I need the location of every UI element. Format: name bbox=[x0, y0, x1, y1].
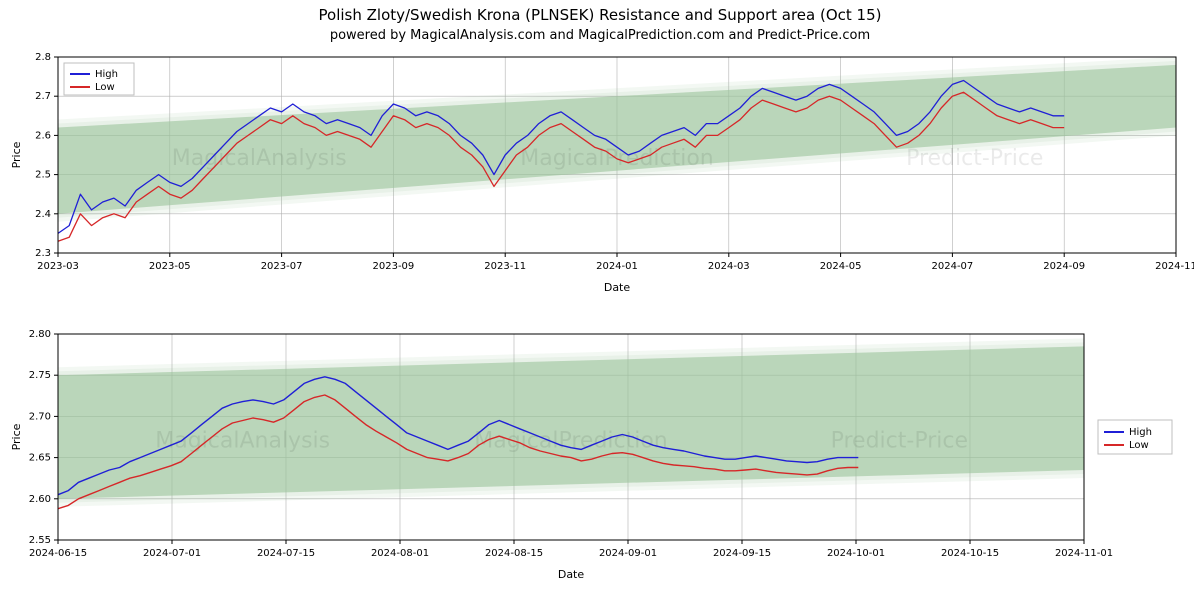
x-axis-label: Date bbox=[604, 281, 631, 294]
y-tick-label: 2.55 bbox=[29, 535, 51, 546]
x-tick-label: 2024-08-01 bbox=[371, 548, 429, 559]
x-tick-label: 2023-07 bbox=[261, 261, 303, 272]
y-tick-label: 2.80 bbox=[29, 329, 51, 340]
watermark-text: MagicalAnalysis bbox=[172, 146, 347, 171]
legend-label-high: High bbox=[1129, 427, 1152, 438]
legend-label-low: Low bbox=[1129, 440, 1149, 451]
y-tick-label: 2.70 bbox=[29, 411, 51, 422]
x-tick-label: 2024-07 bbox=[932, 261, 974, 272]
x-tick-label: 2024-06-15 bbox=[29, 548, 87, 559]
x-tick-label: 2023-05 bbox=[149, 261, 191, 272]
x-tick-label: 2024-03 bbox=[708, 261, 750, 272]
chart-subtitle: powered by MagicalAnalysis.com and Magic… bbox=[6, 28, 1194, 43]
x-tick-label: 2023-11 bbox=[484, 261, 526, 272]
y-axis-label: Price bbox=[10, 141, 23, 168]
x-tick-label: 2024-10-15 bbox=[941, 548, 999, 559]
top-chart-svg: 2.3 2.4 2.5 2.6 2.7 2.8 2023-03 2023-05 2023-07 2… bbox=[6, 49, 1194, 297]
x-tick-label: 2024-07-15 bbox=[257, 548, 315, 559]
watermark-text: MagicalPrediction bbox=[474, 428, 668, 453]
y-axis-label: Price bbox=[10, 423, 23, 450]
bottom-chart-panel: 2.55 2.60 2.65 2.70 2.75 2.80 2024-06-15 2024-0… bbox=[6, 326, 1194, 597]
watermark-text: Predict-Price bbox=[831, 428, 968, 453]
x-tick-label: 2024-11 bbox=[1155, 261, 1194, 272]
legend-label-low: Low bbox=[95, 82, 115, 93]
title-block: Polish Zloty/Swedish Krona (PLNSEK) Resi… bbox=[6, 6, 1194, 43]
x-axis-label: Date bbox=[558, 568, 585, 581]
top-chart-panel: 2.3 2.4 2.5 2.6 2.7 2.8 2023-03 2023-05 2023-07 2… bbox=[6, 49, 1194, 320]
y-tick-label: 2.65 bbox=[29, 452, 51, 463]
legend-label-high: High bbox=[95, 69, 118, 80]
y-tick-label: 2.60 bbox=[29, 493, 51, 504]
y-tick-label: 2.8 bbox=[35, 52, 51, 63]
x-tick-label: 2024-09-15 bbox=[713, 548, 771, 559]
y-tick-label: 2.7 bbox=[35, 91, 51, 102]
bottom-chart-svg: 2.55 2.60 2.65 2.70 2.75 2.80 2024-06-15 2024-0… bbox=[6, 326, 1194, 584]
y-tick-label: 2.75 bbox=[29, 370, 51, 381]
x-tick-label: 2024-05 bbox=[820, 261, 862, 272]
x-tick-label: 2023-09 bbox=[373, 261, 415, 272]
x-tick-label: 2024-10-01 bbox=[827, 548, 885, 559]
chart-title: Polish Zloty/Swedish Krona (PLNSEK) Resi… bbox=[6, 6, 1194, 24]
x-tick-label: 2024-09-01 bbox=[599, 548, 657, 559]
y-tick-label: 2.5 bbox=[35, 170, 51, 181]
y-tick-label: 2.6 bbox=[35, 130, 51, 141]
x-tick-label: 2024-11-01 bbox=[1055, 548, 1113, 559]
y-tick-label: 2.3 bbox=[35, 248, 51, 259]
x-tick-label: 2024-07-01 bbox=[143, 548, 201, 559]
y-tick-label: 2.4 bbox=[35, 209, 51, 220]
chart-container: Polish Zloty/Swedish Krona (PLNSEK) Resi… bbox=[0, 0, 1200, 600]
x-tick-label: 2023-03 bbox=[37, 261, 79, 272]
x-tick-label: 2024-01 bbox=[596, 261, 638, 272]
x-tick-label: 2024-09 bbox=[1043, 261, 1085, 272]
x-tick-label: 2024-08-15 bbox=[485, 548, 543, 559]
watermark-text: Predict-Price bbox=[906, 146, 1043, 171]
